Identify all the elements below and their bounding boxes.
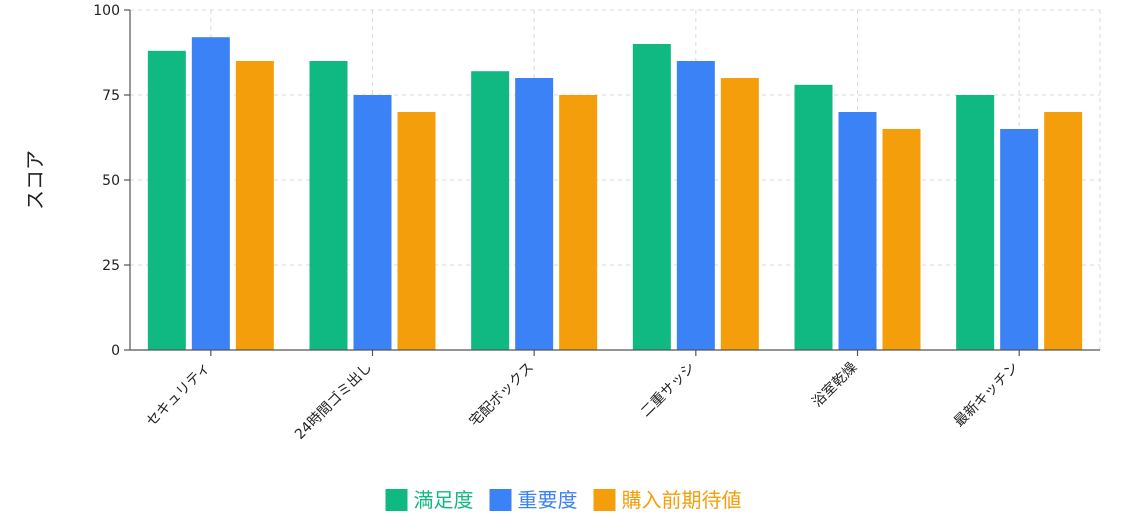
bar	[956, 95, 995, 350]
bar	[397, 112, 436, 350]
bar	[515, 78, 554, 350]
bar	[882, 129, 921, 350]
legend-item[interactable]: 購入前期待値	[593, 488, 742, 512]
x-tick-label: 宅配ボックス	[467, 360, 537, 430]
bar	[235, 61, 274, 350]
legend-swatch	[593, 489, 616, 511]
legend-label: 購入前期待値	[622, 488, 742, 512]
legend-item[interactable]: 満足度	[385, 488, 474, 512]
bar	[309, 61, 348, 350]
y-tick-label: 50	[102, 173, 120, 189]
bar	[720, 78, 759, 350]
legend-label: 満足度	[414, 488, 474, 512]
x-tick-label: 二重サッシ	[638, 360, 699, 421]
bar	[559, 95, 598, 350]
bar	[191, 37, 230, 350]
bar	[353, 95, 392, 350]
y-tick-label: 75	[102, 88, 120, 104]
x-tick-label: 最新キッチン	[951, 360, 1022, 431]
y-axis-title: スコア	[23, 150, 47, 210]
legend-item[interactable]: 重要度	[489, 488, 578, 512]
bar	[147, 50, 186, 351]
y-tick-label: 0	[111, 343, 120, 359]
grid-lines	[130, 9, 1101, 350]
bars	[147, 37, 1083, 351]
legend-label: 重要度	[518, 488, 578, 512]
bar	[838, 112, 877, 350]
x-tick-label: 24時間ゴミ出し	[291, 359, 375, 443]
legend: 満足度 重要度 購入前期待値	[385, 488, 742, 512]
legend-swatch	[385, 489, 408, 511]
legend-swatch	[489, 489, 512, 511]
y-tick-label: 25	[102, 258, 120, 274]
y-tick-label: 100	[93, 3, 120, 19]
x-tick-label: セキュリティ	[144, 360, 214, 430]
bar	[1000, 129, 1039, 350]
bar	[471, 71, 510, 350]
bar	[676, 61, 715, 350]
bar	[632, 44, 671, 350]
x-tick-label: 浴室乾燥	[809, 359, 861, 411]
bar	[1044, 112, 1083, 350]
bar	[794, 84, 833, 351]
